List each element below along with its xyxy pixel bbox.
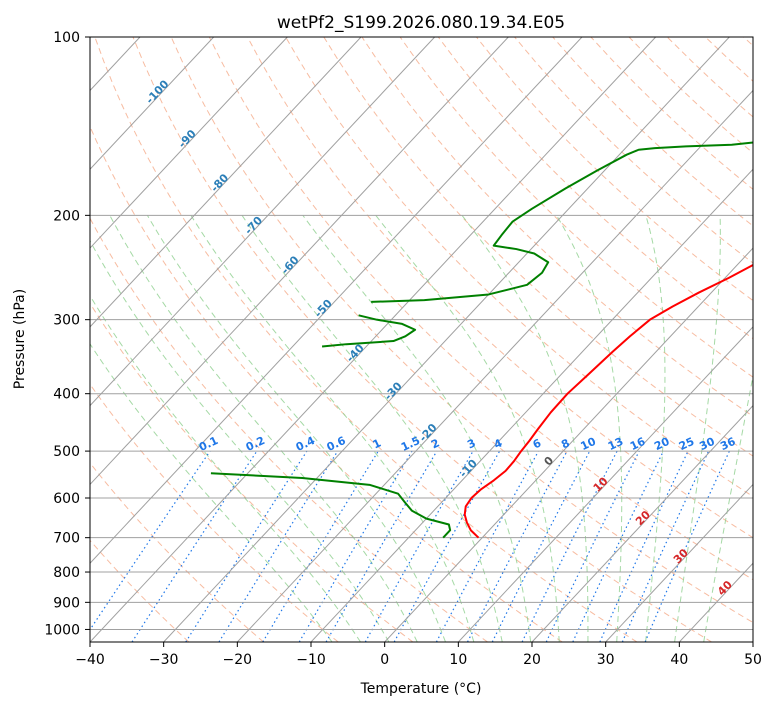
- dewpoint-line: [371, 141, 753, 303]
- mixing-ratio-line: [262, 450, 379, 642]
- isotherm-line: [90, 37, 436, 407]
- x-tick-label: 10: [449, 652, 467, 668]
- y-axis: 100 200 300 400 500 600 700 800 900 1000: [44, 30, 90, 638]
- y-tick-label: 200: [53, 208, 80, 224]
- isotherm-line: [310, 168, 753, 642]
- moist-adiabat-line: [90, 343, 333, 642]
- mixing-ratio-label: 20: [652, 435, 672, 453]
- dry-adiabat-line: [90, 462, 264, 642]
- y-tick-label: 800: [53, 565, 80, 581]
- dry-adiabat-line: [90, 383, 339, 642]
- mixing-ratio-label: 30: [697, 435, 717, 453]
- isotherm-line: [236, 89, 753, 642]
- moist-adiabat-line: [90, 239, 390, 642]
- isotherm-line: [90, 37, 657, 642]
- isotherm-line: [90, 37, 583, 564]
- moist-adiabat-line: [90, 294, 361, 642]
- moist-adiabat-line: [703, 373, 753, 642]
- isotherm-line: [163, 37, 730, 642]
- profile-lines: [210, 141, 753, 539]
- dewpoint-line: [210, 472, 452, 539]
- x-tick-label: 40: [670, 652, 688, 668]
- plot-frame: [89, 36, 754, 643]
- dry-adiabat-line: [208, 37, 753, 581]
- moist-adiabat-line: [645, 215, 666, 642]
- y-tick-label: 700: [53, 531, 80, 547]
- temperature-line: [463, 263, 753, 539]
- mixing-ratio-label: 13: [606, 435, 625, 453]
- x-axis: −40 −30 −20 −10 0 10 20 30 40 50: [75, 642, 762, 668]
- mixing-ratio-line: [185, 450, 308, 642]
- dry-adiabat-line: [132, 37, 712, 642]
- y-tick-label: 500: [53, 444, 80, 460]
- isotherm-line: [384, 247, 753, 642]
- mixing-ratio-line: [218, 450, 339, 642]
- x-tick-label: −20: [223, 652, 253, 668]
- dry-adiabat-line: [437, 37, 753, 340]
- mixing-ratio-label: 16: [628, 435, 648, 453]
- moist-adiabat-line: [302, 215, 532, 642]
- x-tick-label: 0: [380, 652, 389, 668]
- moist-adiabat-line: [461, 215, 589, 642]
- isotherm-line: [457, 326, 753, 642]
- moist-adiabat-line: [190, 215, 475, 642]
- y-tick-label: 300: [53, 313, 80, 329]
- dry-adiabat-line: [90, 217, 488, 642]
- dry-adiabat-line: [285, 37, 753, 498]
- dry-adiabat-line: [90, 125, 563, 642]
- gridlines: [90, 37, 753, 642]
- x-tick-label: 50: [744, 652, 762, 668]
- mixing-ratio-label: 10: [579, 435, 599, 453]
- y-tick-label: 600: [53, 491, 80, 507]
- x-tick-label: 30: [597, 652, 615, 668]
- mixing-ratio-line: [435, 450, 540, 642]
- y-tick-label: 100: [53, 30, 80, 46]
- moist-adiabat-line: [146, 215, 447, 642]
- mixing-ratio-line: [599, 450, 689, 642]
- x-tick-label: −30: [149, 652, 179, 668]
- moist-adiabat-line: [375, 215, 560, 642]
- dry-adiabat-line: [90, 539, 190, 642]
- mixing-ratio-label: 36: [718, 435, 738, 453]
- y-tick-label: 400: [53, 387, 80, 403]
- x-tick-label: 20: [523, 652, 541, 668]
- mixing-ratio-label: 25: [677, 435, 696, 453]
- moist-adiabat-line: [674, 215, 721, 642]
- y-tick-label: 1000: [44, 622, 80, 638]
- dry-adiabat-line: [170, 37, 753, 624]
- chart-title: wetPf2_S199.2026.080.19.34.E05: [277, 13, 565, 33]
- dry-adiabat-line: [94, 37, 638, 642]
- isotherm-line: [605, 483, 753, 642]
- isotherm-line: [90, 37, 288, 249]
- y-tick-label: 900: [53, 595, 80, 611]
- mixing-ratio-line: [90, 450, 211, 631]
- moist-adiabat-line: [556, 215, 623, 642]
- moist-adiabat-line: [241, 215, 503, 642]
- mixing-ratio-line: [325, 450, 438, 642]
- mixing-ratio-line: [521, 450, 618, 642]
- mixing-ratio-line: [572, 450, 664, 642]
- isotherm-line: [90, 37, 215, 171]
- x-axis-label: Temperature (°C): [360, 681, 482, 697]
- mixing-ratio-line: [545, 450, 640, 642]
- y-axis-label: Pressure (hPa): [12, 289, 28, 389]
- x-tick-label: −40: [75, 652, 105, 668]
- dewpoint-line: [321, 314, 417, 348]
- isotherm-line: [90, 37, 362, 328]
- isotherm-line: [90, 37, 509, 486]
- mixing-ratio-line: [298, 450, 413, 642]
- dry-adiabat-line: [476, 37, 753, 302]
- dry-adiabat-line: [247, 37, 753, 539]
- x-tick-label: −10: [296, 652, 326, 668]
- isotherm-line: [531, 404, 753, 642]
